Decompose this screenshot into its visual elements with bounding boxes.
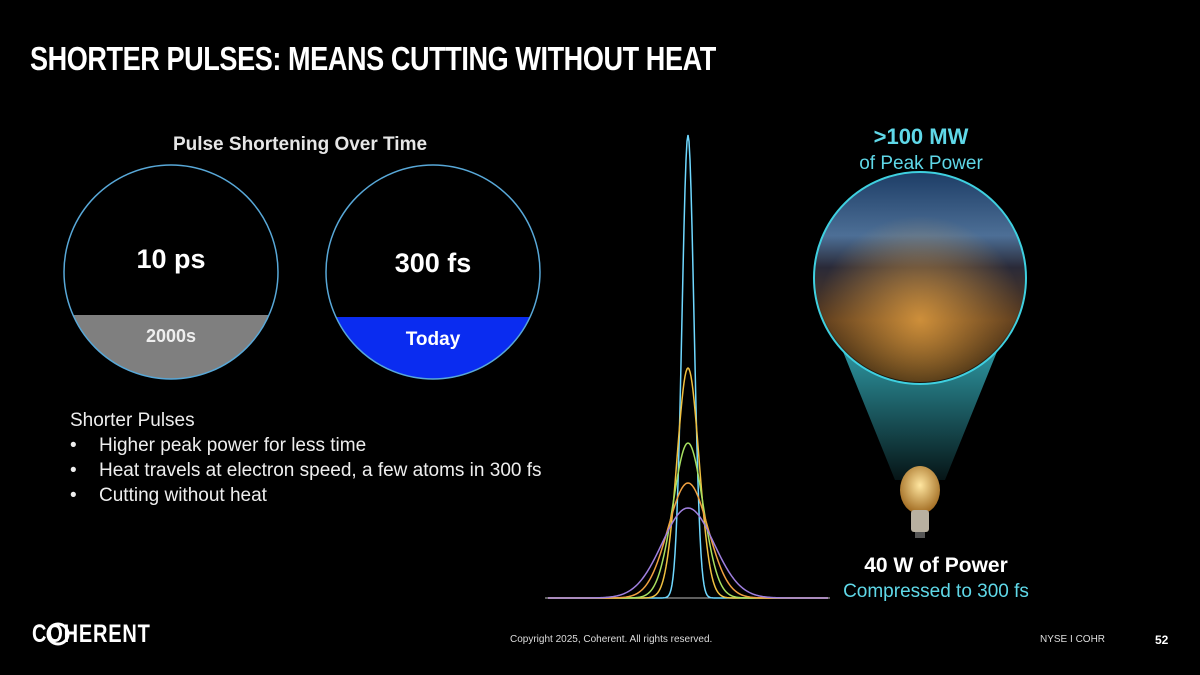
circle-era: Today <box>405 329 461 350</box>
circle-era: 2000s <box>145 326 197 346</box>
page-number: 52 <box>1155 633 1169 647</box>
bullet-item: Heat travels at electron speed, a few at… <box>70 458 542 483</box>
pulse-curves <box>545 134 830 599</box>
copyright: Copyright 2025, Coherent. All rights res… <box>510 634 713 645</box>
slide-title: SHORTER PULSES: MEANS CUTTING WITHOUT HE… <box>30 40 716 77</box>
circle-2000s <box>63 164 279 380</box>
comparison-heading: Pulse Shortening Over Time <box>172 134 428 155</box>
bullet-item: Cutting without heat <box>70 483 542 508</box>
ticker: NYSE I COHR <box>1040 634 1106 645</box>
logo: COHERENT <box>32 620 151 648</box>
peak-value: >100 MW <box>873 124 969 149</box>
pulse-curve <box>548 507 828 599</box>
circle-value: 10 ps <box>136 244 206 274</box>
logo-mark <box>46 622 70 646</box>
pulse-curve <box>548 134 828 599</box>
pulse-curve <box>548 442 828 599</box>
source-value: 40 W of Power <box>864 554 1008 577</box>
source-caption: Compressed to 300 fs <box>843 581 1029 602</box>
bullet-list: Shorter Pulses Higher peak power for les… <box>70 408 542 508</box>
peak-caption: of Peak Power <box>859 153 983 174</box>
circle-value: 300 fs <box>394 248 472 278</box>
light-bulb <box>900 466 940 538</box>
bullet-item: Higher peak power for less time <box>70 433 542 458</box>
power-cone <box>813 171 1027 538</box>
pulse-curve <box>548 482 828 599</box>
bullet-heading: Shorter Pulses <box>70 410 195 431</box>
